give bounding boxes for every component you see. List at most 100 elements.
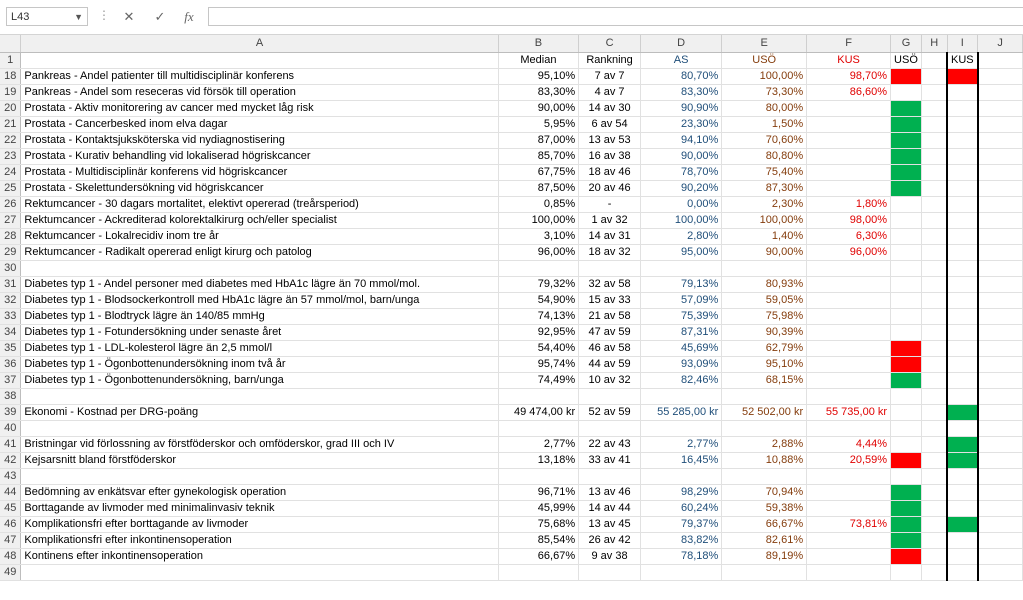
cell-e[interactable]: 80,80% bbox=[721, 148, 808, 165]
cell-c[interactable]: 14 av 44 bbox=[578, 500, 641, 517]
cell-f[interactable] bbox=[806, 564, 892, 581]
cell-c[interactable]: 18 av 32 bbox=[578, 244, 641, 261]
cell-g[interactable] bbox=[890, 164, 922, 181]
cell-h[interactable] bbox=[921, 436, 948, 453]
cell-e[interactable]: 66,67% bbox=[721, 516, 808, 533]
cell-d[interactable]: 57,09% bbox=[640, 292, 723, 309]
cell-j[interactable] bbox=[977, 532, 1023, 549]
cell-c[interactable]: 16 av 38 bbox=[578, 148, 641, 165]
cell-g[interactable] bbox=[890, 196, 922, 213]
cell-i[interactable] bbox=[946, 260, 979, 277]
cell-b[interactable]: 5,95% bbox=[498, 116, 580, 133]
cell-j[interactable] bbox=[977, 100, 1023, 117]
cell-a[interactable]: Kontinens efter inkontinensoperation bbox=[20, 548, 499, 565]
cell-d[interactable]: 60,24% bbox=[640, 500, 723, 517]
cell-b[interactable]: 0,85% bbox=[498, 196, 580, 213]
cell-h[interactable] bbox=[921, 116, 948, 133]
cell-i[interactable] bbox=[946, 356, 979, 373]
cell-i[interactable] bbox=[946, 372, 979, 389]
cell-g[interactable] bbox=[890, 484, 922, 501]
cell-g[interactable] bbox=[890, 132, 922, 149]
cell-a[interactable]: Rektumcancer - Radikalt opererad enligt … bbox=[20, 244, 499, 261]
cell-h[interactable] bbox=[921, 532, 948, 549]
cell-f[interactable] bbox=[806, 116, 892, 133]
cell-a[interactable]: Prostata - Kontaktsjuksköterska vid nydi… bbox=[20, 132, 499, 149]
column-header-b[interactable]: B bbox=[498, 35, 580, 53]
cell-f[interactable] bbox=[806, 276, 892, 293]
cell-a[interactable] bbox=[20, 564, 499, 581]
cell-a[interactable]: Diabetes typ 1 - Andel personer med diab… bbox=[20, 276, 499, 293]
cell-j[interactable] bbox=[977, 180, 1023, 197]
cell-i[interactable] bbox=[946, 340, 979, 357]
row-header[interactable]: 31 bbox=[0, 276, 22, 293]
name-box[interactable]: L43 ▼ bbox=[6, 7, 88, 26]
cell-b[interactable]: 95,10% bbox=[498, 68, 580, 85]
cell-d[interactable]: 83,82% bbox=[640, 532, 723, 549]
cell-h[interactable] bbox=[921, 132, 948, 149]
cell-c[interactable]: 13 av 53 bbox=[578, 132, 641, 149]
cell-b[interactable]: 87,50% bbox=[498, 180, 580, 197]
cell-e[interactable]: 62,79% bbox=[721, 340, 808, 357]
cell-h[interactable] bbox=[921, 500, 948, 517]
cell-b[interactable] bbox=[498, 388, 580, 405]
column-header-d[interactable]: D bbox=[640, 35, 723, 53]
chevron-down-icon[interactable]: ▼ bbox=[74, 12, 83, 22]
cell-b[interactable] bbox=[498, 260, 580, 277]
cell-h[interactable] bbox=[921, 420, 948, 437]
cell-b[interactable]: 90,00% bbox=[498, 100, 580, 117]
cell-e[interactable] bbox=[721, 468, 808, 485]
cell-j[interactable] bbox=[977, 212, 1023, 229]
cell-b[interactable]: 66,67% bbox=[498, 548, 580, 565]
cell-j[interactable] bbox=[977, 244, 1023, 261]
cell-c[interactable]: 15 av 33 bbox=[578, 292, 641, 309]
cell-h[interactable] bbox=[921, 468, 948, 485]
cell-d[interactable]: 16,45% bbox=[640, 452, 723, 469]
cell-a[interactable] bbox=[20, 468, 499, 485]
cell-c[interactable] bbox=[578, 260, 641, 277]
cell-a[interactable]: Diabetes typ 1 - LDL-kolesterol lägre än… bbox=[20, 340, 499, 357]
cell-g[interactable] bbox=[890, 404, 922, 421]
cell-f[interactable]: KUS bbox=[806, 52, 892, 69]
row-header[interactable]: 23 bbox=[0, 148, 22, 165]
cell-d[interactable]: AS bbox=[640, 52, 723, 69]
cell-b[interactable]: 96,00% bbox=[498, 244, 580, 261]
cell-c[interactable]: 47 av 59 bbox=[578, 324, 641, 341]
cell-e[interactable]: 100,00% bbox=[721, 212, 808, 229]
cell-i[interactable] bbox=[946, 308, 979, 325]
cell-f[interactable]: 1,80% bbox=[806, 196, 892, 213]
cell-b[interactable]: 85,70% bbox=[498, 148, 580, 165]
cell-b[interactable]: 100,00% bbox=[498, 212, 580, 229]
cell-j[interactable] bbox=[977, 564, 1023, 581]
cell-j[interactable] bbox=[977, 260, 1023, 277]
cell-d[interactable]: 100,00% bbox=[640, 212, 723, 229]
cell-f[interactable] bbox=[806, 308, 892, 325]
cell-h[interactable] bbox=[921, 516, 948, 533]
row-header[interactable]: 48 bbox=[0, 548, 22, 565]
cell-h[interactable] bbox=[921, 84, 948, 101]
cell-a[interactable]: Borttagande av livmoder med minimalinvas… bbox=[20, 500, 499, 517]
cell-d[interactable]: 79,37% bbox=[640, 516, 723, 533]
cell-j[interactable] bbox=[977, 148, 1023, 165]
cell-g[interactable] bbox=[890, 548, 922, 565]
cell-i[interactable] bbox=[946, 100, 979, 117]
cell-g[interactable] bbox=[890, 468, 922, 485]
cell-d[interactable]: 2,80% bbox=[640, 228, 723, 245]
column-header-g[interactable]: G bbox=[890, 35, 922, 53]
cell-i[interactable] bbox=[946, 548, 979, 565]
cell-e[interactable]: 2,30% bbox=[721, 196, 808, 213]
cell-f[interactable] bbox=[806, 468, 892, 485]
cell-j[interactable] bbox=[977, 196, 1023, 213]
cell-i[interactable] bbox=[946, 468, 979, 485]
cell-c[interactable]: 4 av 7 bbox=[578, 84, 641, 101]
cell-i[interactable] bbox=[946, 84, 979, 101]
row-header[interactable]: 19 bbox=[0, 84, 22, 101]
cell-i[interactable] bbox=[946, 292, 979, 309]
cell-j[interactable] bbox=[977, 116, 1023, 133]
cell-g[interactable] bbox=[890, 276, 922, 293]
column-header-e[interactable]: E bbox=[721, 35, 808, 53]
cell-h[interactable] bbox=[921, 180, 948, 197]
cell-j[interactable] bbox=[977, 388, 1023, 405]
cell-f[interactable] bbox=[806, 148, 892, 165]
cell-c[interactable] bbox=[578, 388, 641, 405]
cell-b[interactable]: 54,90% bbox=[498, 292, 580, 309]
